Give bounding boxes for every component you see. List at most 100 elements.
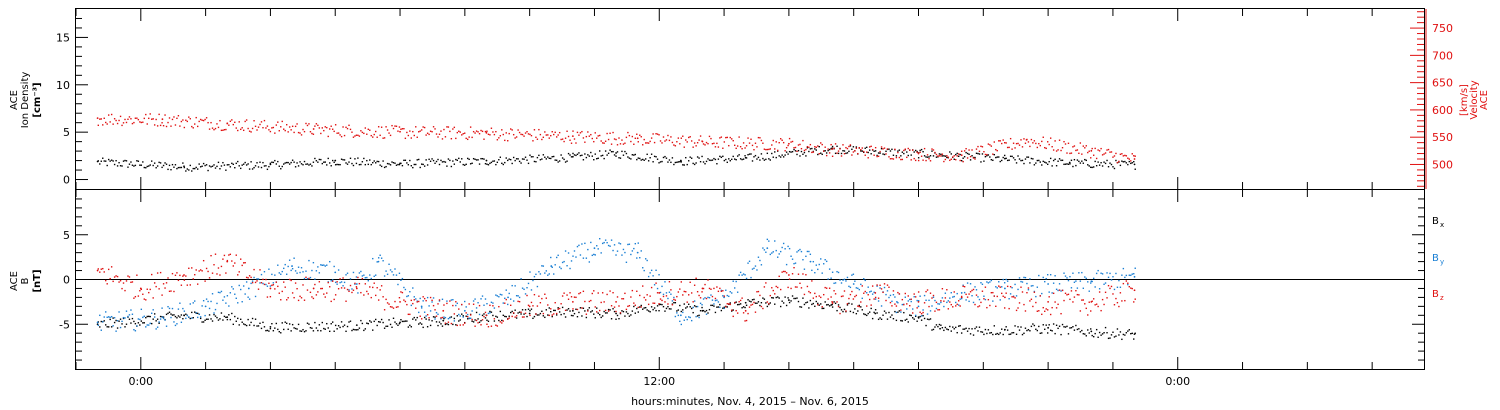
density-point bbox=[145, 167, 147, 169]
bz-point bbox=[318, 281, 321, 283]
by-point bbox=[183, 310, 186, 312]
velocity-point bbox=[142, 121, 144, 123]
density-point bbox=[280, 168, 282, 170]
bz-anchor bbox=[269, 287, 272, 290]
bz-point bbox=[1057, 303, 1059, 306]
density-point bbox=[971, 155, 973, 157]
bx-point bbox=[336, 328, 338, 330]
bx-point bbox=[480, 319, 482, 322]
bx-point bbox=[259, 322, 261, 324]
density-point bbox=[284, 162, 286, 164]
bz-point bbox=[842, 295, 844, 297]
density-point bbox=[453, 163, 456, 165]
by-point bbox=[972, 301, 975, 304]
bz-point bbox=[978, 305, 981, 307]
bx-point bbox=[515, 317, 518, 319]
bz-point bbox=[800, 287, 803, 289]
by-point bbox=[931, 305, 933, 307]
by-point bbox=[797, 249, 800, 252]
density-point bbox=[729, 160, 731, 162]
velocity-point bbox=[560, 138, 562, 141]
density-point bbox=[425, 159, 427, 161]
velocity-point bbox=[1098, 150, 1101, 152]
bz-point bbox=[803, 293, 806, 296]
by-point bbox=[444, 316, 447, 319]
bx-point bbox=[167, 312, 169, 315]
bz-anchor bbox=[960, 296, 963, 299]
bx-point bbox=[501, 319, 503, 322]
bz-point bbox=[627, 305, 629, 308]
by-point bbox=[659, 291, 662, 294]
density-point bbox=[1021, 159, 1024, 162]
by-point bbox=[226, 295, 229, 297]
velocity-anchor bbox=[701, 140, 704, 143]
bz-point bbox=[790, 287, 792, 290]
density-anchor bbox=[744, 156, 747, 159]
velocity-point bbox=[1008, 146, 1010, 149]
bz-point bbox=[242, 262, 245, 264]
velocity-point bbox=[722, 147, 724, 149]
by-point bbox=[781, 246, 783, 249]
by-point bbox=[920, 315, 923, 317]
bx-point bbox=[922, 314, 924, 317]
velocity-point bbox=[557, 134, 559, 136]
by-point bbox=[1036, 286, 1039, 288]
density-point bbox=[647, 160, 650, 162]
bz-point bbox=[1023, 303, 1025, 306]
by-point bbox=[1011, 286, 1013, 289]
velocity-point bbox=[327, 135, 329, 138]
density-point bbox=[285, 161, 288, 164]
bz-point bbox=[883, 283, 886, 285]
velocity-point bbox=[756, 146, 758, 148]
velocity-point bbox=[808, 146, 810, 148]
bz-point bbox=[782, 270, 785, 273]
bz-point bbox=[695, 277, 697, 279]
by-point bbox=[459, 315, 461, 317]
velocity-point bbox=[768, 148, 770, 151]
bz-point bbox=[566, 294, 568, 296]
by-point bbox=[596, 245, 598, 247]
bz-point bbox=[1110, 285, 1113, 288]
density-point bbox=[619, 157, 622, 159]
bz-point bbox=[943, 300, 945, 302]
density-point bbox=[910, 154, 912, 156]
x-tick-label: 0:00 bbox=[128, 375, 153, 388]
bx-point bbox=[173, 314, 175, 316]
bz-point bbox=[514, 316, 516, 318]
velocity-point bbox=[760, 139, 763, 142]
by-point bbox=[288, 259, 291, 261]
bx-point bbox=[1012, 331, 1015, 334]
bz-point bbox=[576, 308, 579, 311]
by-point bbox=[240, 288, 242, 291]
bz-point bbox=[340, 287, 343, 289]
bz-point bbox=[529, 314, 531, 317]
bz-point bbox=[1130, 287, 1132, 289]
density-point bbox=[720, 156, 723, 159]
bz-point bbox=[733, 301, 736, 304]
bx-point bbox=[391, 326, 393, 328]
bz-point bbox=[327, 281, 329, 284]
density-point bbox=[520, 162, 522, 164]
bz-point bbox=[811, 280, 813, 282]
density-point bbox=[750, 153, 752, 155]
density-point bbox=[722, 155, 724, 158]
velocity-point bbox=[778, 141, 780, 144]
bx-anchor bbox=[1133, 333, 1136, 335]
bx-point bbox=[771, 296, 773, 299]
velocity-point bbox=[803, 149, 806, 152]
density-point bbox=[205, 164, 208, 166]
by-point bbox=[502, 302, 504, 304]
bx-anchor bbox=[399, 321, 401, 324]
velocity-point bbox=[389, 134, 392, 137]
velocity-point bbox=[167, 121, 169, 124]
density-point bbox=[658, 162, 660, 164]
density-point bbox=[1079, 162, 1082, 164]
density-point bbox=[938, 153, 941, 155]
bz-point bbox=[683, 290, 685, 293]
density-point bbox=[811, 147, 813, 150]
by-point bbox=[944, 292, 947, 294]
density-point bbox=[1029, 162, 1031, 164]
by-point bbox=[265, 283, 267, 286]
density-point bbox=[312, 161, 315, 163]
bz-point bbox=[642, 285, 644, 287]
